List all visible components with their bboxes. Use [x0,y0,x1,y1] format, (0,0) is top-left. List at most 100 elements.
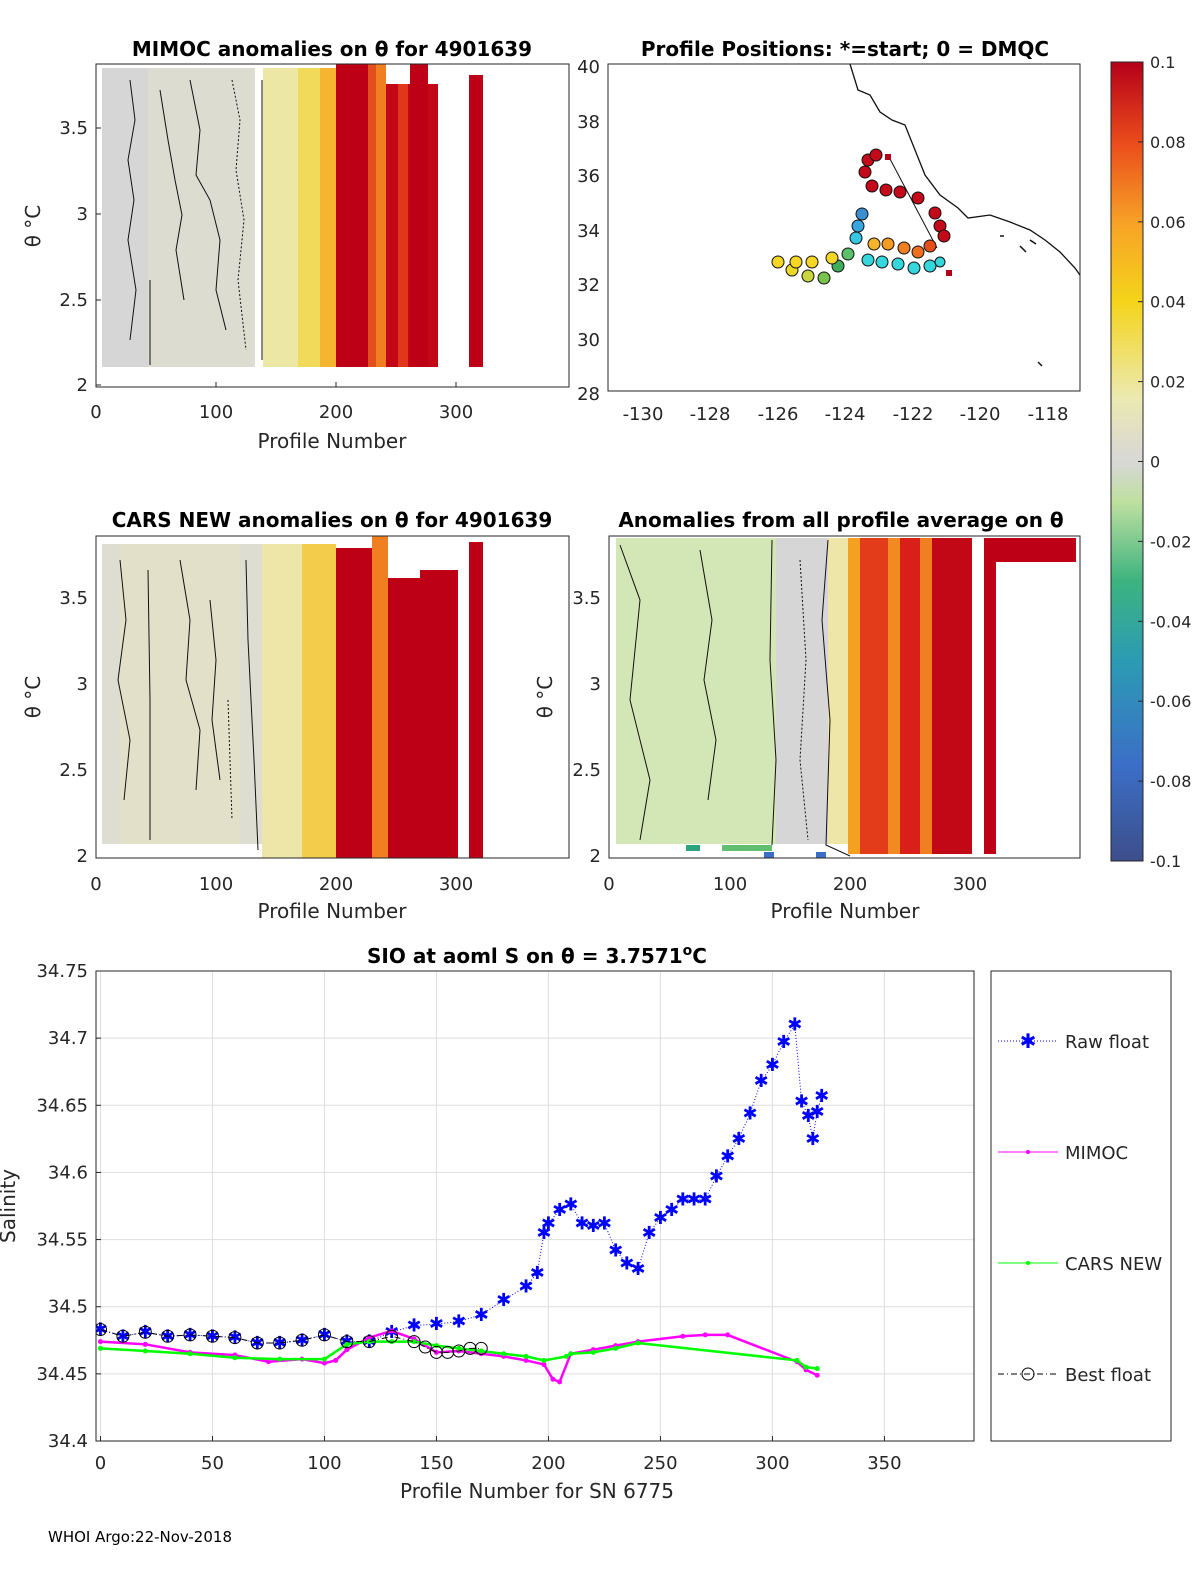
mimoc-point [142,1341,148,1347]
cars-new-point [277,1356,283,1362]
cars-ytick: 3.5 [59,588,88,609]
positions-map [771,64,1080,367]
colorbar-tick-label: -0.02 [1150,532,1191,551]
track-point [865,179,879,193]
average-cell [686,845,700,851]
mimoc-xtick: 200 [319,402,353,423]
cars-new-point [232,1355,238,1361]
positions-xtick: -128 [690,404,731,425]
raw-float-point: ✱ [630,1259,645,1280]
positions-xtick: -126 [758,404,799,425]
legend-raw-label: Raw float [1065,1032,1149,1053]
mimoc-cell [255,68,263,367]
cars-new-point [563,1353,569,1359]
mimoc-yticks: 3.5 3 2.5 2 [59,118,101,396]
track-point [841,247,855,261]
best-float-point [228,1331,242,1345]
average-heatmap [616,538,1076,858]
cars-contour [147,569,151,840]
track-point [805,255,819,269]
best-float-point [138,1325,152,1339]
asterisk-icon: ✱ [1020,1029,1037,1053]
best-float-point [317,1328,331,1342]
mimoc-contour [159,89,185,301]
cars-contour [227,699,233,821]
cars-cell [420,570,458,858]
cars-xtick: 200 [319,874,353,895]
cars-new-point [433,1343,439,1349]
best-float-point [295,1333,309,1347]
cars-new-point [568,1351,574,1357]
raw-float-point: ✱ [801,1106,816,1127]
positions-ytick: 34 [577,221,600,242]
coastline [849,64,1080,277]
track-point [771,255,785,269]
mimoc-cell [410,64,428,367]
track-point [858,165,872,179]
positions-xtick: -124 [825,404,866,425]
raw-float-point: ✱ [642,1223,657,1244]
track-point [801,269,815,283]
colorbar-tick-label: -0.06 [1150,692,1191,711]
salinity-title-sup: o [683,943,693,959]
cars-new-point [344,1341,350,1347]
raw-float-point: ✱ [776,1032,791,1053]
mimoc-cell [148,68,263,367]
x-tick-label: 200 [531,1453,565,1474]
salinity-ylabel: Salinity [0,1169,20,1243]
average-contour [821,539,851,857]
raw-float-point: ✱ [731,1129,746,1150]
positions-title: Profile Positions: *=start; 0 = DMQC [641,37,1049,61]
cars-yticks: 3.5 3 2.5 2 [59,588,88,867]
positions-ytick: 38 [577,112,600,133]
colorbar-tick-label: 0 [1150,453,1160,472]
legend-box [990,970,1172,1442]
average-ytick: 3.5 [572,588,601,609]
raw-float-point: ✱ [698,1189,713,1210]
cars-new-point [142,1348,148,1354]
raw-float-point: ✱ [805,1129,820,1150]
mimoc-ylabel: θ °C [21,205,45,248]
colorbar: 0.1 0.08 0.06 0.04 0.02 0 -0.02 -0.04 -0.06 -0.08… [1110,53,1191,871]
best-float-point [250,1336,264,1350]
mimoc-xtick: 300 [439,402,473,423]
best-float-point [273,1336,287,1350]
track-line [888,156,938,249]
cars-cell [262,544,302,858]
cars-ylabel: θ °C [21,676,45,719]
mimoc-point [680,1333,686,1339]
mimoc-xlabel: Profile Number [258,429,408,453]
raw-float-point: ✱ [496,1290,511,1311]
mimoc-contour [231,79,247,351]
salinity-xticks: 0 50 100 150 200 250 300 350 [95,1436,902,1474]
track-point [817,271,831,285]
track-point [923,259,937,273]
mimoc-point [725,1332,731,1338]
mimoc-cell [469,75,483,367]
cars-new-point [613,1345,619,1351]
mimoc-ytick: 2.5 [59,290,88,311]
average-cell [816,852,826,858]
cars-new-point [523,1353,529,1359]
cars-xlabel: Profile Number [258,899,408,923]
cars-new-point [541,1357,547,1363]
cars-new-line [100,1340,818,1370]
track-point [851,219,865,233]
raw-float-point: ✱ [608,1240,623,1261]
x-tick-label: 0 [95,1453,106,1474]
positions-ytick: 40 [577,57,600,78]
positions-ytick: 30 [577,330,600,351]
cars-contour [179,559,201,791]
best-float-point [418,1340,432,1354]
best-float-point [96,1323,107,1337]
average-yticks: 3.5 3 2.5 2 [572,588,601,867]
cars-ytick: 2 [77,846,88,867]
y-tick-label: 34.45 [36,1364,88,1385]
mimoc-point [97,1339,103,1345]
colorbar-tick-label: -0.04 [1150,612,1191,631]
cars-cell [302,544,336,858]
track-point [869,148,883,162]
best-float-point [385,1329,399,1343]
average-xtick: 200 [833,874,867,895]
best-float-point [183,1328,197,1342]
